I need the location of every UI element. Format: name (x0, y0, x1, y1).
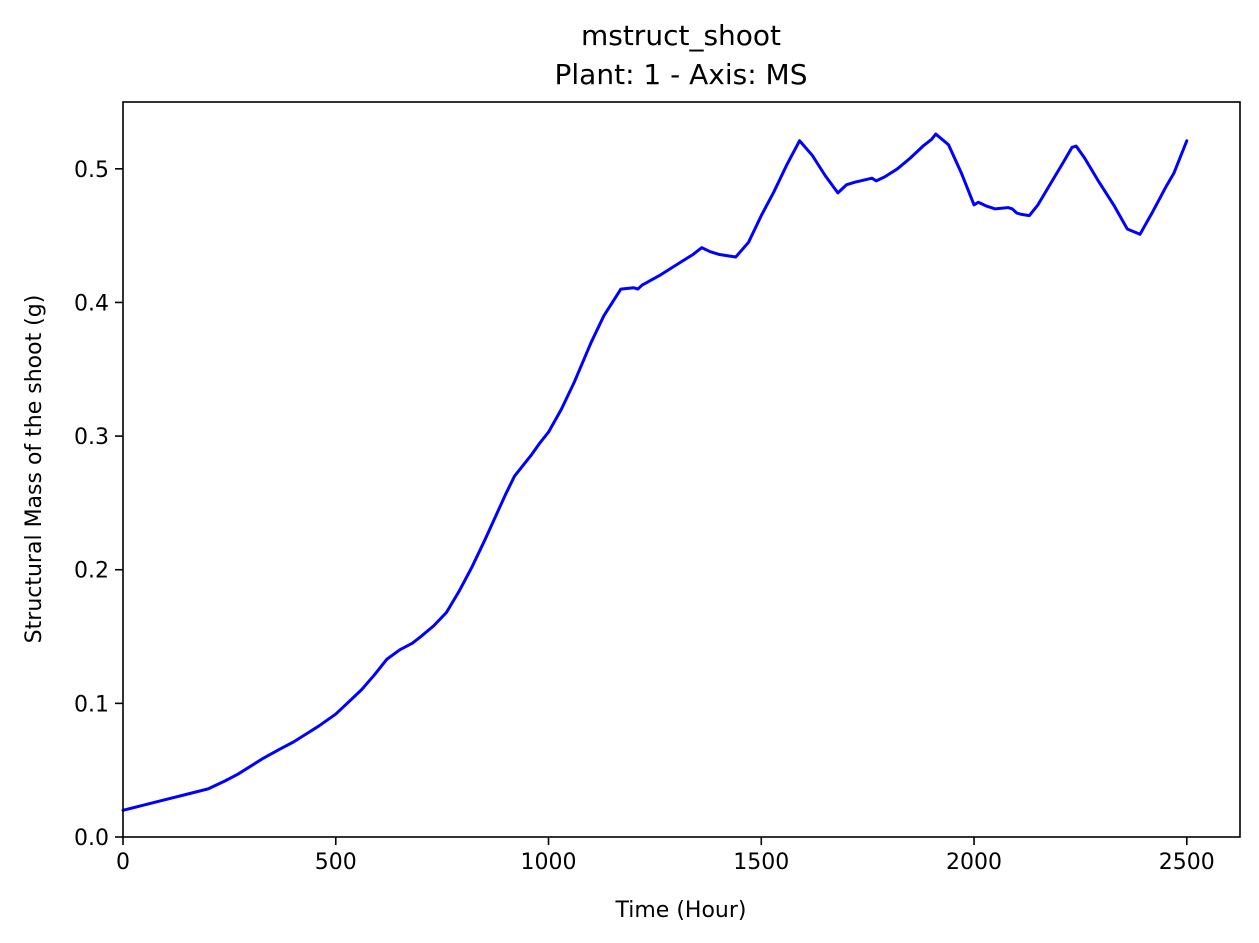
y-axis-ticks: 0.0 0.1 0.2 0.3 0.4 0.5 (74, 158, 123, 851)
y-axis-label: Structural Mass of the shoot (g) (22, 295, 47, 644)
x-tick-label: 1000 (521, 850, 577, 875)
y-tick-label: 0.3 (74, 425, 109, 450)
x-tick-label: 500 (315, 850, 357, 875)
y-tick-label: 0.2 (74, 559, 109, 584)
y-tick-label: 0.1 (74, 692, 109, 717)
chart-subtitle: Plant: 1 - Axis: MS (555, 58, 808, 91)
x-axis-label: Time (Hour) (615, 898, 747, 923)
plot-area (121, 132, 1189, 812)
x-tick-label: 1500 (733, 850, 789, 875)
x-tick-label: 2500 (1159, 850, 1215, 875)
chart-title: mstruct_shoot (581, 19, 781, 52)
series-line-0 (121, 132, 1189, 812)
y-tick-label: 0.0 (74, 826, 109, 851)
plot-frame (122, 101, 1241, 838)
x-axis-ticks: 0 500 1000 1500 2000 2500 (116, 837, 1215, 875)
x-tick-label: 0 (116, 850, 130, 875)
y-tick-label: 0.5 (74, 158, 109, 183)
y-tick-label: 0.4 (74, 291, 109, 316)
x-tick-label: 2000 (946, 850, 1002, 875)
